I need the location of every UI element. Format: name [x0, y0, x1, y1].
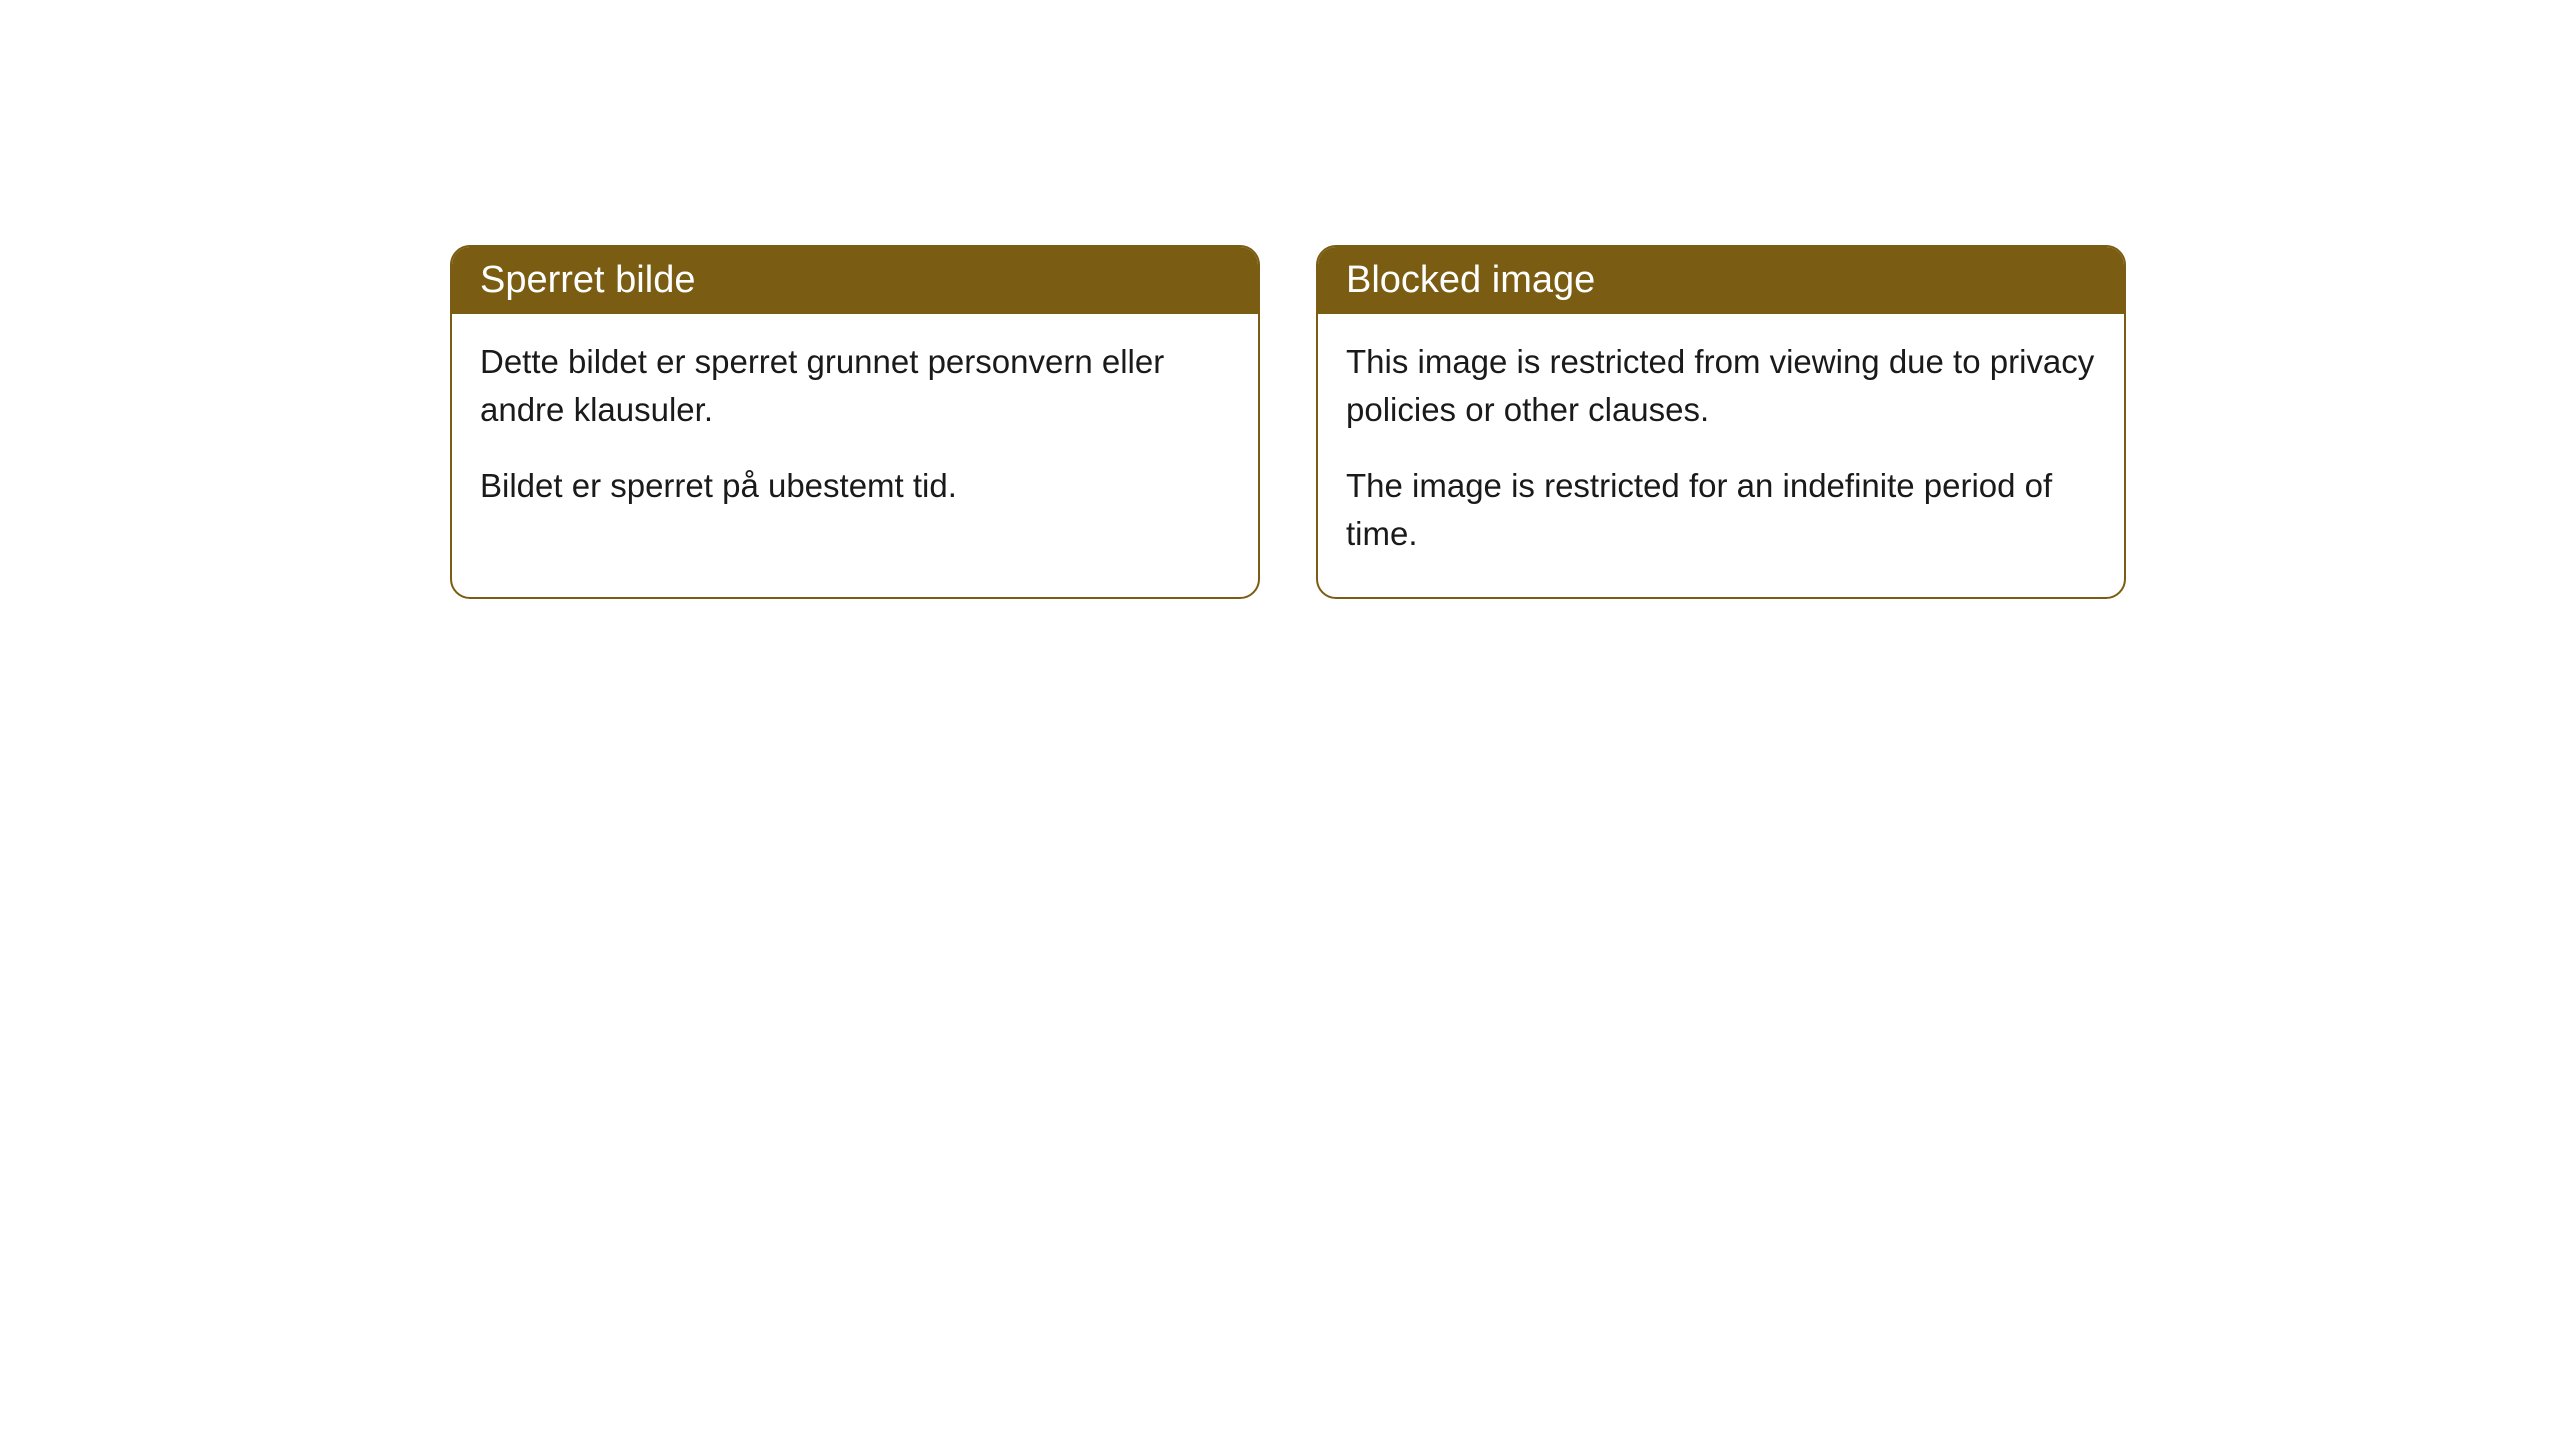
card-paragraph-1: This image is restricted from viewing du…	[1346, 338, 2096, 434]
card-header: Sperret bilde	[452, 247, 1258, 314]
notice-card-norwegian: Sperret bilde Dette bildet er sperret gr…	[450, 245, 1260, 599]
card-paragraph-2: The image is restricted for an indefinit…	[1346, 462, 2096, 558]
card-paragraph-1: Dette bildet er sperret grunnet personve…	[480, 338, 1230, 434]
card-title: Blocked image	[1346, 259, 1595, 301]
notice-card-english: Blocked image This image is restricted f…	[1316, 245, 2126, 599]
notice-container: Sperret bilde Dette bildet er sperret gr…	[0, 0, 2560, 599]
card-header: Blocked image	[1318, 247, 2124, 314]
card-body: Dette bildet er sperret grunnet personve…	[452, 314, 1258, 550]
card-title: Sperret bilde	[480, 259, 695, 301]
card-paragraph-2: Bildet er sperret på ubestemt tid.	[480, 462, 1230, 510]
card-body: This image is restricted from viewing du…	[1318, 314, 2124, 597]
